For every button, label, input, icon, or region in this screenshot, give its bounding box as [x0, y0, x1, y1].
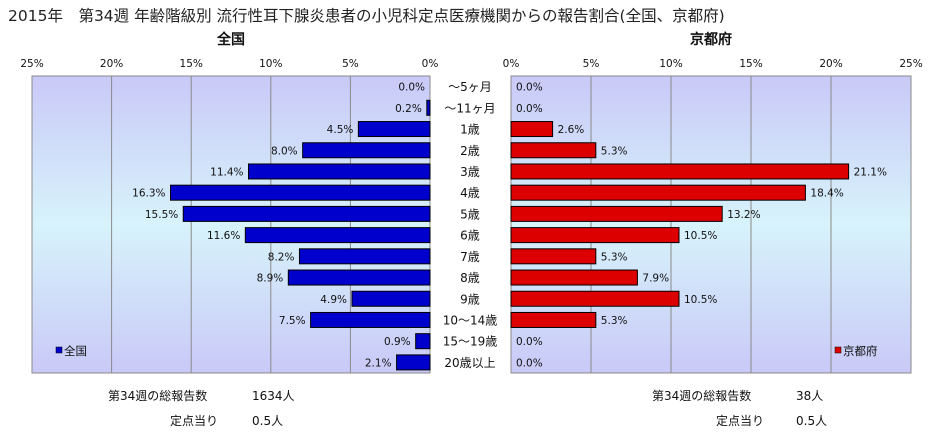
category-label: 10～14歳: [443, 313, 498, 327]
data-label: 0.2%: [395, 103, 422, 115]
bar: [510, 248, 597, 265]
data-label: 2.6%: [558, 124, 585, 136]
category-label: 8歳: [460, 271, 480, 285]
data-label: 2.1%: [365, 357, 392, 369]
legend-label: 京都府: [843, 344, 878, 358]
x-tick-label: 15%: [739, 58, 762, 70]
data-label: 11.6%: [207, 230, 240, 242]
page-title: 2015年 第34週 年齢階級別 流行性耳下腺炎患者の小児科定点医療機関からの報…: [8, 7, 725, 25]
right-per-site-label: 定点当り: [716, 414, 765, 428]
bar: [510, 269, 638, 286]
bar: [298, 248, 431, 265]
data-label: 10.5%: [684, 294, 717, 306]
category-label: 4歳: [460, 186, 480, 200]
category-label: 1歳: [460, 123, 480, 137]
category-label: 6歳: [460, 229, 480, 243]
x-tick-label: 10%: [659, 58, 682, 70]
data-label: 0.0%: [516, 357, 543, 369]
category-label: 15～19歳: [443, 335, 498, 349]
bar: [287, 269, 431, 286]
data-label: 16.3%: [132, 188, 165, 200]
data-label: 4.9%: [320, 294, 347, 306]
bar: [510, 311, 597, 328]
bar: [302, 142, 431, 159]
x-tick-label: 15%: [180, 58, 203, 70]
category-label: 20歳以上: [444, 356, 495, 370]
category-label: 2歳: [460, 144, 480, 158]
x-tick-label: 25%: [899, 58, 922, 70]
data-label: 8.2%: [268, 251, 295, 263]
x-tick-label: 5%: [583, 58, 600, 70]
bar: [310, 311, 431, 328]
plot-area-0: [31, 75, 431, 374]
bar: [351, 290, 431, 307]
bar: [396, 354, 431, 371]
data-label: 0.9%: [384, 336, 411, 348]
bar: [415, 333, 431, 350]
x-tick-label: 0%: [422, 58, 439, 70]
left-per-site-label: 定点当り: [170, 414, 219, 428]
bar: [510, 205, 723, 222]
legend-swatch: [55, 346, 63, 354]
right-total-value: 38人: [796, 389, 824, 403]
bar: [426, 99, 431, 116]
data-label: 18.4%: [810, 188, 843, 200]
data-label: 5.3%: [601, 315, 628, 327]
data-label: 0.0%: [516, 82, 543, 94]
bar: [510, 290, 680, 307]
category-label: 9歳: [460, 292, 480, 306]
bar: [244, 227, 431, 244]
bar: [510, 184, 806, 201]
plot-area-1: [510, 75, 912, 374]
right-per-site-value: 0.5人: [796, 414, 828, 428]
data-label: 10.5%: [684, 230, 717, 242]
left-total-value: 1634人: [252, 389, 295, 403]
left-total-label: 第34週の総報告数: [108, 389, 208, 403]
data-label: 5.3%: [601, 251, 628, 263]
x-tick-label: 20%: [100, 58, 123, 70]
bar: [510, 142, 597, 159]
bar: [510, 227, 680, 244]
right-total-label: 第34週の総報告数: [652, 389, 752, 403]
bar: [182, 205, 431, 222]
data-label: 21.1%: [854, 166, 887, 178]
left-per-site-value: 0.5人: [252, 414, 284, 428]
data-label: 13.2%: [727, 209, 760, 221]
data-label: 8.9%: [257, 273, 284, 285]
x-tick-label: 20%: [819, 58, 842, 70]
data-label: 0.0%: [516, 103, 543, 115]
data-label: 5.3%: [601, 145, 628, 157]
bar: [357, 121, 431, 138]
x-tick-label: 10%: [259, 58, 282, 70]
category-label: 7歳: [460, 250, 480, 264]
panel-title: 京都府: [690, 31, 732, 48]
data-label: 4.5%: [327, 124, 354, 136]
bar: [510, 163, 850, 180]
legend-label: 全国: [64, 344, 87, 358]
category-label: 5歳: [460, 207, 480, 221]
x-tick-label: 25%: [20, 58, 43, 70]
data-label: 0.0%: [398, 82, 425, 94]
data-label: 11.4%: [210, 166, 243, 178]
category-label: 3歳: [460, 165, 480, 179]
x-tick-label: 5%: [342, 58, 359, 70]
category-label: ～5ヶ月: [448, 80, 492, 94]
data-label: 7.9%: [642, 273, 669, 285]
panel-title: 全国: [216, 31, 245, 48]
bar: [248, 163, 431, 180]
data-label: 8.0%: [271, 145, 298, 157]
data-label: 0.0%: [516, 336, 543, 348]
category-label: ～11ヶ月: [444, 101, 495, 115]
bar: [510, 121, 554, 138]
data-label: 7.5%: [279, 315, 306, 327]
legend-swatch: [834, 346, 842, 354]
data-label: 15.5%: [145, 209, 178, 221]
bar: [170, 184, 431, 201]
x-tick-label: 0%: [503, 58, 520, 70]
